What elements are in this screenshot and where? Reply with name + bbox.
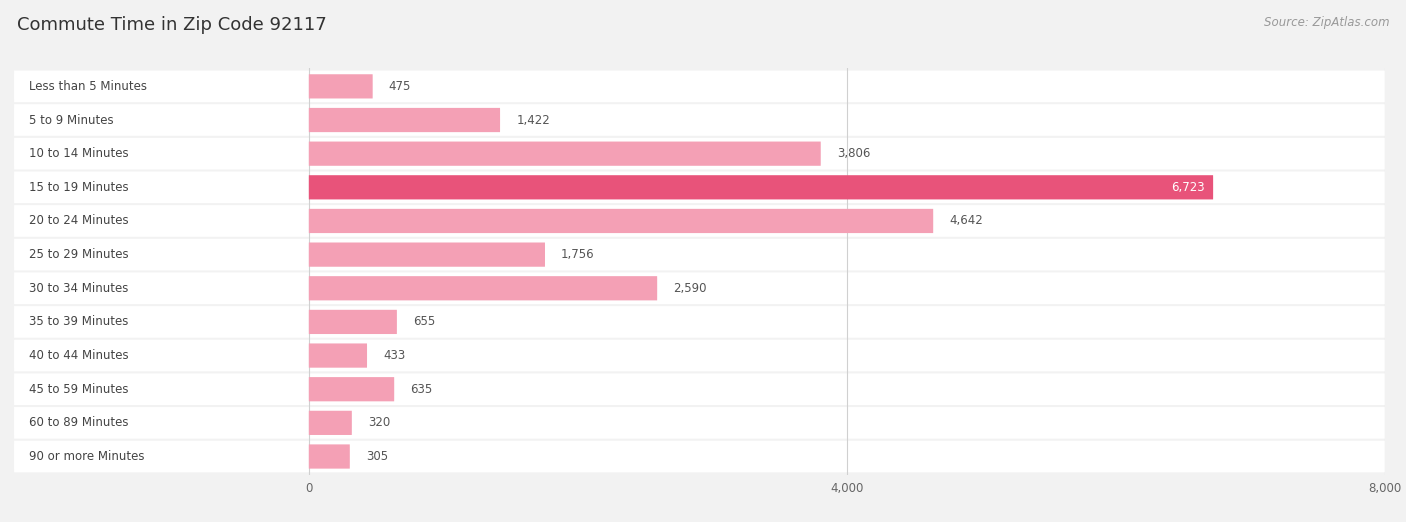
Text: 320: 320 [368,417,391,430]
Text: 305: 305 [366,450,388,463]
FancyBboxPatch shape [309,343,367,367]
FancyBboxPatch shape [309,276,657,300]
FancyBboxPatch shape [309,175,1213,199]
Text: Less than 5 Minutes: Less than 5 Minutes [28,80,146,93]
Text: 90 or more Minutes: 90 or more Minutes [28,450,145,463]
Text: 20 to 24 Minutes: 20 to 24 Minutes [28,215,128,228]
FancyBboxPatch shape [14,373,1385,405]
Text: 6,723: 6,723 [1171,181,1205,194]
FancyBboxPatch shape [14,239,1385,270]
Text: 1,422: 1,422 [516,113,550,126]
FancyBboxPatch shape [14,340,1385,371]
FancyBboxPatch shape [309,74,373,99]
Text: 60 to 89 Minutes: 60 to 89 Minutes [28,417,128,430]
Text: 1,756: 1,756 [561,248,595,261]
Text: 15 to 19 Minutes: 15 to 19 Minutes [28,181,128,194]
Text: 4,642: 4,642 [949,215,983,228]
FancyBboxPatch shape [14,306,1385,338]
Text: Commute Time in Zip Code 92117: Commute Time in Zip Code 92117 [17,16,326,33]
Text: 10 to 14 Minutes: 10 to 14 Minutes [28,147,128,160]
FancyBboxPatch shape [309,243,546,267]
Text: 5 to 9 Minutes: 5 to 9 Minutes [28,113,114,126]
FancyBboxPatch shape [309,108,501,132]
Text: 433: 433 [384,349,405,362]
FancyBboxPatch shape [14,104,1385,136]
Text: 475: 475 [389,80,411,93]
Text: 40 to 44 Minutes: 40 to 44 Minutes [28,349,128,362]
FancyBboxPatch shape [309,310,396,334]
Text: 2,590: 2,590 [673,282,707,295]
Text: 3,806: 3,806 [837,147,870,160]
Text: 45 to 59 Minutes: 45 to 59 Minutes [28,383,128,396]
FancyBboxPatch shape [14,70,1385,102]
Text: 655: 655 [413,315,436,328]
FancyBboxPatch shape [309,209,934,233]
FancyBboxPatch shape [14,172,1385,203]
FancyBboxPatch shape [14,272,1385,304]
Text: Source: ZipAtlas.com: Source: ZipAtlas.com [1264,16,1389,29]
Text: 25 to 29 Minutes: 25 to 29 Minutes [28,248,128,261]
FancyBboxPatch shape [309,377,394,401]
Text: 635: 635 [411,383,433,396]
Text: 30 to 34 Minutes: 30 to 34 Minutes [28,282,128,295]
Text: 35 to 39 Minutes: 35 to 39 Minutes [28,315,128,328]
FancyBboxPatch shape [309,411,352,435]
FancyBboxPatch shape [14,138,1385,170]
FancyBboxPatch shape [14,441,1385,472]
FancyBboxPatch shape [14,407,1385,438]
FancyBboxPatch shape [14,205,1385,237]
FancyBboxPatch shape [309,444,350,469]
FancyBboxPatch shape [309,141,821,166]
